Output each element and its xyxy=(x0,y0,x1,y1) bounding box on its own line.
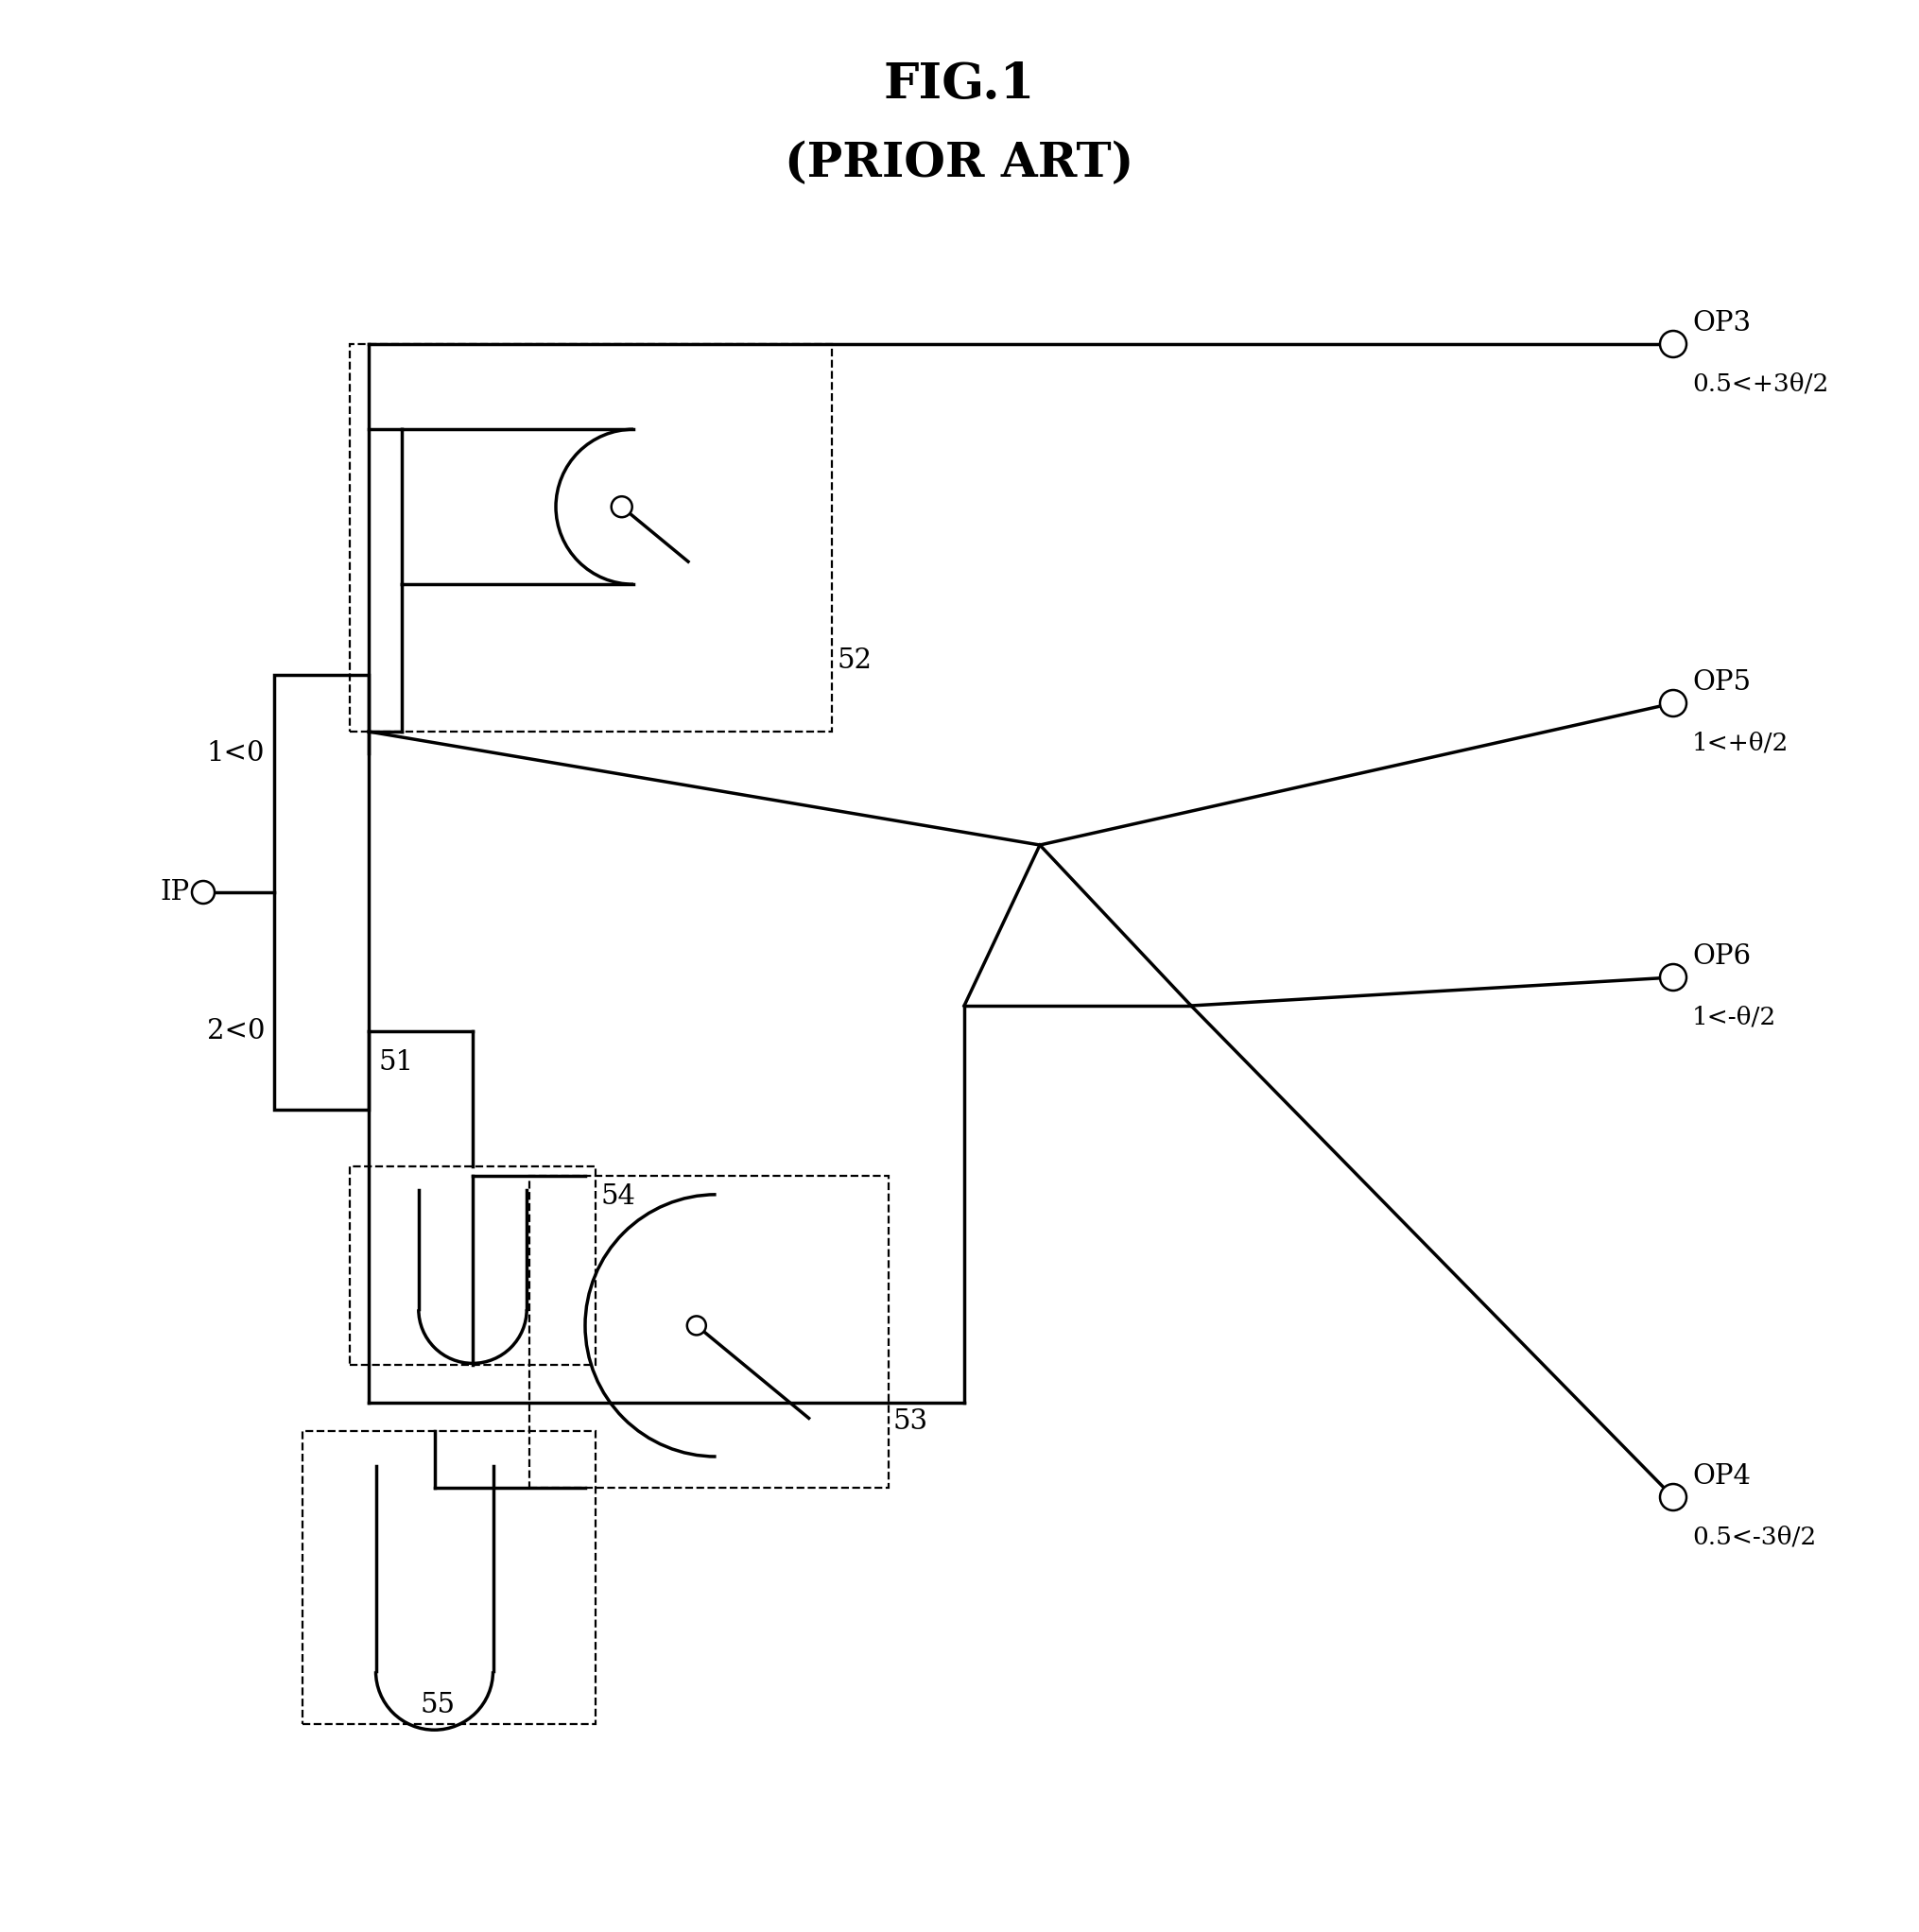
Circle shape xyxy=(1660,690,1687,717)
Circle shape xyxy=(192,881,215,904)
Bar xyxy=(530,1177,888,1488)
Bar xyxy=(349,1167,595,1364)
Text: 51: 51 xyxy=(378,1049,413,1076)
Text: 1<+θ/2: 1<+θ/2 xyxy=(1693,730,1789,755)
Text: 1<-θ/2: 1<-θ/2 xyxy=(1693,1005,1777,1030)
Text: IP: IP xyxy=(159,879,190,906)
Text: 54: 54 xyxy=(601,1182,635,1209)
Bar xyxy=(274,674,368,1109)
Text: 0.5<+3θ/2: 0.5<+3θ/2 xyxy=(1693,373,1829,396)
Text: 0.5<-3θ/2: 0.5<-3θ/2 xyxy=(1693,1524,1815,1549)
Circle shape xyxy=(1660,1484,1687,1511)
Text: 53: 53 xyxy=(894,1408,929,1435)
Text: OP4: OP4 xyxy=(1693,1463,1750,1490)
Text: (PRIOR ART): (PRIOR ART) xyxy=(785,141,1134,187)
Text: OP5: OP5 xyxy=(1693,668,1750,696)
Circle shape xyxy=(687,1316,706,1335)
Text: 55: 55 xyxy=(420,1692,455,1718)
Text: FIG.1: FIG.1 xyxy=(883,60,1036,108)
Text: OP6: OP6 xyxy=(1693,943,1750,970)
Bar xyxy=(349,344,831,732)
Text: 2<0: 2<0 xyxy=(207,1018,265,1045)
Text: 52: 52 xyxy=(837,647,871,674)
Circle shape xyxy=(1660,330,1687,357)
Text: OP3: OP3 xyxy=(1693,309,1750,336)
Bar xyxy=(303,1432,595,1723)
Text: 1<0: 1<0 xyxy=(207,740,265,767)
Circle shape xyxy=(1660,964,1687,991)
Circle shape xyxy=(612,497,631,518)
